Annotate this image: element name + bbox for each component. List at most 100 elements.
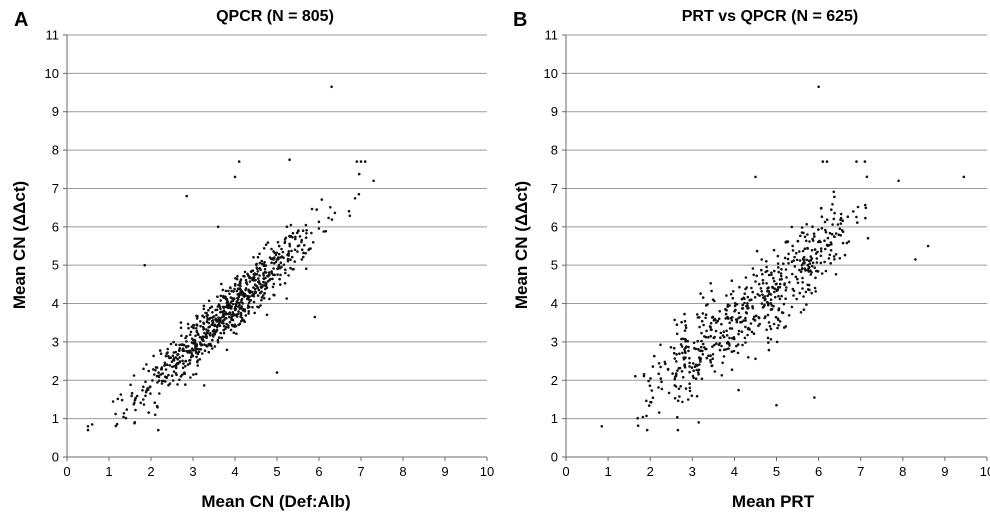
data-point xyxy=(268,278,271,282)
data-point xyxy=(156,381,159,384)
data-point xyxy=(843,253,847,257)
data-point xyxy=(256,305,259,309)
data-point xyxy=(709,328,713,331)
data-point xyxy=(803,235,807,239)
data-point xyxy=(742,296,745,300)
data-point xyxy=(786,257,790,261)
data-point xyxy=(823,220,827,224)
x-tick-label-8: 8 xyxy=(399,464,406,479)
data-point xyxy=(855,215,858,219)
data-point xyxy=(692,369,695,373)
data-point xyxy=(792,259,795,262)
data-point xyxy=(834,232,838,235)
data-point xyxy=(237,287,240,290)
data-point xyxy=(827,257,831,260)
data-point xyxy=(224,325,228,329)
data-point xyxy=(720,374,724,377)
data-point xyxy=(796,281,800,285)
data-point xyxy=(838,257,842,260)
data-point xyxy=(199,324,202,328)
data-point xyxy=(803,267,807,270)
panel-a-y-label: Mean CN (ΔΔct) xyxy=(10,181,29,309)
data-point xyxy=(208,316,212,320)
data-point xyxy=(330,218,334,221)
data-point xyxy=(181,347,185,351)
data-point xyxy=(174,364,178,368)
data-point xyxy=(751,306,755,310)
data-point xyxy=(201,352,204,355)
data-point xyxy=(791,244,794,248)
data-point xyxy=(725,348,728,351)
data-point xyxy=(257,277,260,280)
data-point xyxy=(673,384,676,387)
y-tick-label-7: 7 xyxy=(52,181,59,196)
data-point xyxy=(144,380,147,384)
data-point xyxy=(834,253,838,256)
data-point xyxy=(165,352,168,355)
data-point xyxy=(193,341,197,344)
x-tick-label-1: 1 xyxy=(604,464,611,479)
data-point xyxy=(178,349,181,353)
data-point xyxy=(795,258,799,262)
data-point xyxy=(222,328,225,332)
data-point xyxy=(761,306,765,309)
data-point xyxy=(264,271,268,274)
data-point xyxy=(786,240,790,243)
data-point xyxy=(657,362,661,365)
data-point xyxy=(704,304,708,307)
data-point xyxy=(784,268,788,271)
data-point xyxy=(724,317,727,320)
data-point xyxy=(235,332,238,336)
data-point xyxy=(834,273,838,276)
data-point xyxy=(832,235,836,238)
data-point xyxy=(768,325,772,328)
data-point xyxy=(754,280,757,283)
data-point xyxy=(732,349,736,353)
data-point xyxy=(833,195,836,199)
data-point xyxy=(311,241,315,244)
data-point xyxy=(755,249,759,253)
data-point xyxy=(807,259,811,263)
data-point xyxy=(766,336,770,340)
data-point xyxy=(315,208,319,211)
data-point xyxy=(174,343,178,347)
data-point xyxy=(752,332,756,336)
data-point xyxy=(213,345,217,348)
data-point xyxy=(659,365,662,369)
data-point xyxy=(263,260,266,264)
data-point xyxy=(142,403,146,406)
data-point xyxy=(179,321,183,324)
data-point xyxy=(157,428,160,432)
x-tick-label-3: 3 xyxy=(689,464,696,479)
data-point xyxy=(260,290,263,294)
x-tick-label-3: 3 xyxy=(189,464,196,479)
panel-b-points xyxy=(600,85,966,432)
data-point xyxy=(152,368,155,371)
data-point xyxy=(825,160,829,163)
data-point xyxy=(232,331,236,335)
data-point xyxy=(659,377,663,380)
y-tick-label-1: 1 xyxy=(52,411,59,426)
data-point xyxy=(202,304,206,308)
data-point xyxy=(805,223,808,226)
data-point xyxy=(151,379,154,382)
data-point xyxy=(227,303,230,306)
data-point xyxy=(701,312,705,315)
data-point xyxy=(700,319,704,323)
data-point xyxy=(719,336,722,340)
data-point xyxy=(813,248,817,251)
data-point xyxy=(783,256,787,260)
data-point xyxy=(179,375,183,378)
data-point xyxy=(317,227,321,230)
data-point xyxy=(176,361,179,365)
data-point xyxy=(228,315,231,319)
data-point xyxy=(222,331,226,335)
data-point xyxy=(772,248,776,252)
data-point xyxy=(801,262,805,265)
data-point xyxy=(782,302,786,306)
data-point xyxy=(219,311,222,314)
data-point xyxy=(696,313,699,316)
data-point xyxy=(711,345,714,348)
data-point xyxy=(771,285,774,289)
data-point xyxy=(215,329,219,332)
